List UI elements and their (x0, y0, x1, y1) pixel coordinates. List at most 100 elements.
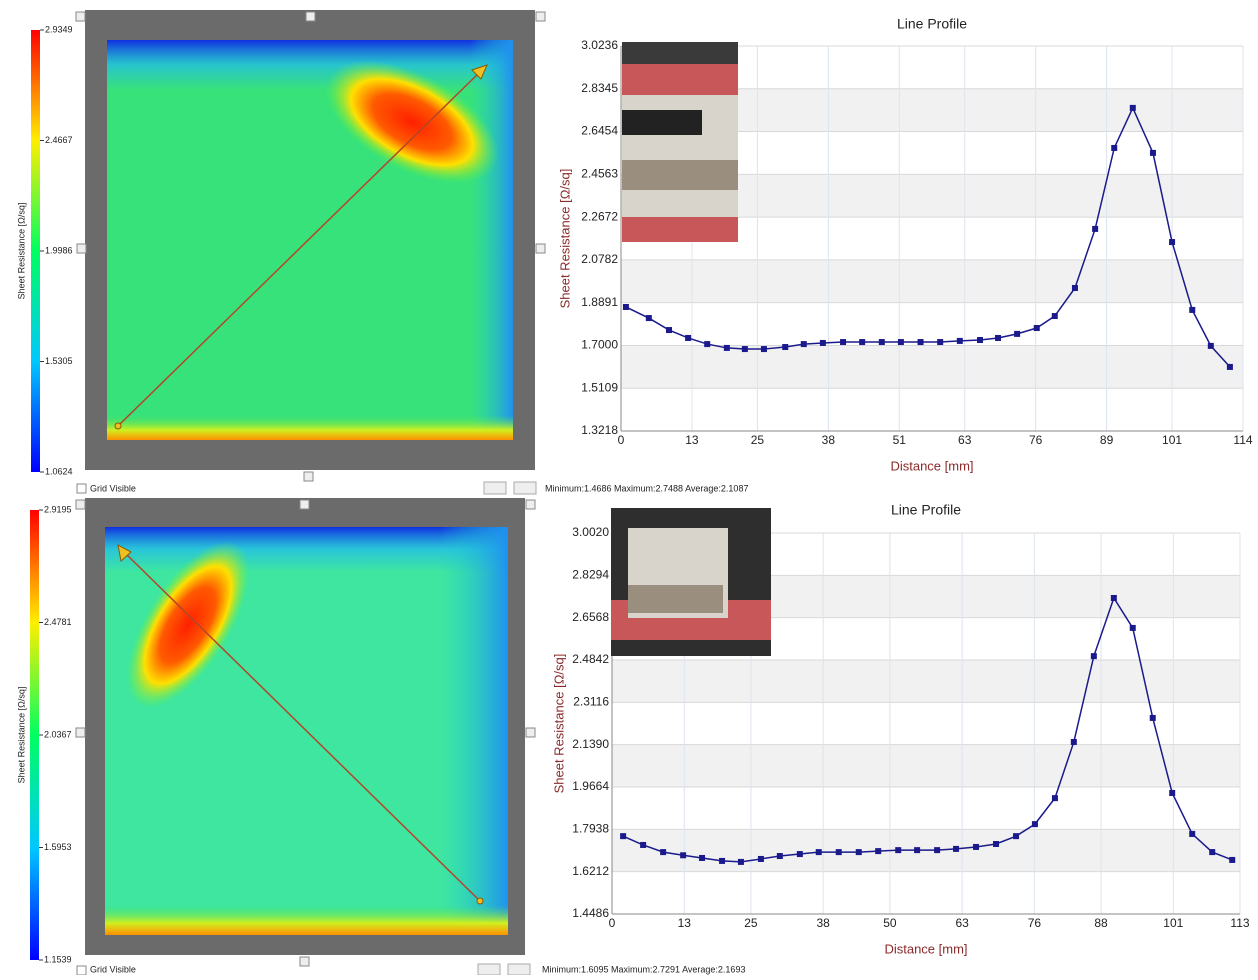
band (621, 345, 1243, 388)
scroll-button[interactable] (536, 12, 545, 21)
colorbar-title: Sheet Resistance [Ω/sq] (16, 203, 26, 300)
colorbar-tick-label: 2.4781 (44, 617, 72, 627)
photo-sample (628, 585, 723, 613)
x-tick-label: 38 (822, 433, 836, 447)
point (995, 335, 1001, 341)
point (836, 849, 842, 855)
photo-sample (622, 110, 702, 135)
heatmap-edge (470, 40, 513, 440)
point (801, 341, 807, 347)
profile-start (477, 898, 483, 904)
y-tick-label: 1.8891 (581, 295, 618, 309)
chart-title: Line Profile (891, 502, 961, 518)
scroll-button[interactable] (526, 728, 535, 737)
x-tick-label: 13 (685, 433, 699, 447)
colorbar-tick-label: 2.9349 (45, 24, 73, 34)
x-tick-label: 38 (817, 916, 831, 930)
y-tick-label: 1.7000 (581, 338, 618, 352)
point (977, 337, 983, 343)
checkbox-label: Grid Visible (90, 483, 136, 493)
y-tick-label: 2.4842 (572, 652, 609, 666)
point (1013, 833, 1019, 839)
colorbar (30, 510, 39, 960)
y-tick-label: 1.5109 (581, 380, 618, 394)
x-tick-label: 89 (1100, 433, 1114, 447)
band (621, 260, 1243, 303)
point (1130, 105, 1136, 111)
x-tick-label: 76 (1028, 916, 1042, 930)
inset-photo (622, 42, 738, 242)
point (1111, 145, 1117, 151)
colorbar-tick-label: 1.5305 (45, 356, 73, 366)
x-tick-label: 76 (1029, 433, 1043, 447)
point (859, 339, 865, 345)
scroll-button[interactable] (306, 12, 315, 21)
point (646, 315, 652, 321)
point (704, 341, 710, 347)
colorbar-tick-label: 1.5953 (44, 842, 72, 852)
y-tick-label: 2.3116 (573, 695, 609, 709)
point (1111, 595, 1117, 601)
y-tick-label: 2.0782 (581, 252, 618, 266)
point (660, 849, 666, 855)
y-tick-label: 2.4563 (581, 167, 618, 181)
point (1209, 849, 1215, 855)
checkbox-label: Grid Visible (90, 964, 136, 974)
x-tick-label: 63 (955, 916, 969, 930)
point (1208, 343, 1214, 349)
scroll-button[interactable] (526, 500, 535, 509)
y-tick-label: 2.8294 (572, 568, 609, 582)
band (612, 660, 1240, 702)
point (1052, 313, 1058, 319)
point (937, 339, 943, 345)
heatmap-edge (105, 905, 508, 935)
reset-button[interactable] (514, 482, 536, 494)
point (918, 339, 924, 345)
scroll-button[interactable] (76, 12, 85, 21)
colorbar-tick-label: 2.9195 (44, 504, 72, 514)
y-tick-label: 2.6454 (581, 124, 618, 138)
chart-title: Line Profile (897, 16, 967, 32)
scroll-button[interactable] (76, 500, 85, 509)
point (761, 346, 767, 352)
point (1092, 226, 1098, 232)
point (738, 859, 744, 865)
x-tick-label: 25 (744, 916, 758, 930)
point (914, 847, 920, 853)
scroll-button[interactable] (76, 728, 85, 737)
colorbar (31, 30, 40, 472)
point (1189, 831, 1195, 837)
scroll-button[interactable] (304, 472, 313, 481)
colorbar-tick-label: 1.1539 (44, 954, 72, 964)
stats: Minimum:1.6095 Maximum:2.7291 Average:2.… (542, 964, 745, 974)
scroll-button[interactable] (536, 244, 545, 253)
y-tick-label: 2.6568 (572, 610, 609, 624)
zoom-button[interactable] (478, 964, 500, 975)
colorbar-tick-label: 1.0624 (45, 466, 73, 476)
checkbox[interactable] (77, 966, 86, 975)
scroll-button[interactable] (300, 500, 309, 509)
point (879, 339, 885, 345)
colorbar-tick-label: 2.4667 (45, 135, 73, 145)
scroll-button[interactable] (300, 957, 309, 966)
checkbox[interactable] (77, 484, 86, 493)
colorbar-tick-label: 1.9986 (45, 245, 73, 255)
heatmap-edge (107, 415, 513, 440)
y-tick-label: 1.3218 (581, 423, 618, 437)
zoom-button[interactable] (484, 482, 506, 494)
point (1169, 239, 1175, 245)
photo-sample (622, 160, 738, 190)
point (816, 849, 822, 855)
y-tick-label: 1.9664 (572, 779, 609, 793)
x-tick-label: 88 (1094, 916, 1108, 930)
scroll-button[interactable] (77, 244, 86, 253)
point (1014, 331, 1020, 337)
point (685, 335, 691, 341)
reset-button[interactable] (508, 964, 530, 975)
point (724, 345, 730, 351)
inset-photo (611, 508, 771, 656)
point (1034, 325, 1040, 331)
point (640, 842, 646, 848)
x-axis-title: Distance [mm] (884, 941, 967, 956)
point (1032, 821, 1038, 827)
